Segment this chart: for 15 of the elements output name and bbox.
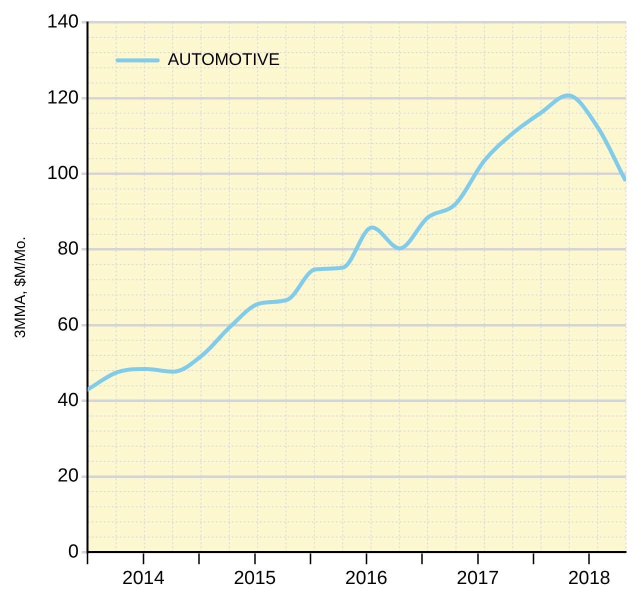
y-tick-label: 0 <box>68 541 79 562</box>
y-tick-label: 40 <box>58 390 79 412</box>
x-tick-label: 2018 <box>568 568 610 589</box>
y-tick-label: 140 <box>47 12 79 33</box>
x-tick-label: 2015 <box>234 568 276 589</box>
y-tick-label: 100 <box>47 163 79 184</box>
y-axis-title: 3MMA, $M/Mo. <box>12 236 30 338</box>
y-tick-label: 120 <box>47 87 79 108</box>
y-tick-label: 20 <box>58 466 79 487</box>
y-tick-label: 60 <box>58 314 79 336</box>
x-tick-label: 2014 <box>122 568 165 589</box>
x-tick-label: 2016 <box>345 568 388 589</box>
x-tick-label: 2017 <box>456 568 499 589</box>
legend-label: AUTOMOTIVE <box>168 50 280 70</box>
y-tick-label: 80 <box>58 238 79 260</box>
